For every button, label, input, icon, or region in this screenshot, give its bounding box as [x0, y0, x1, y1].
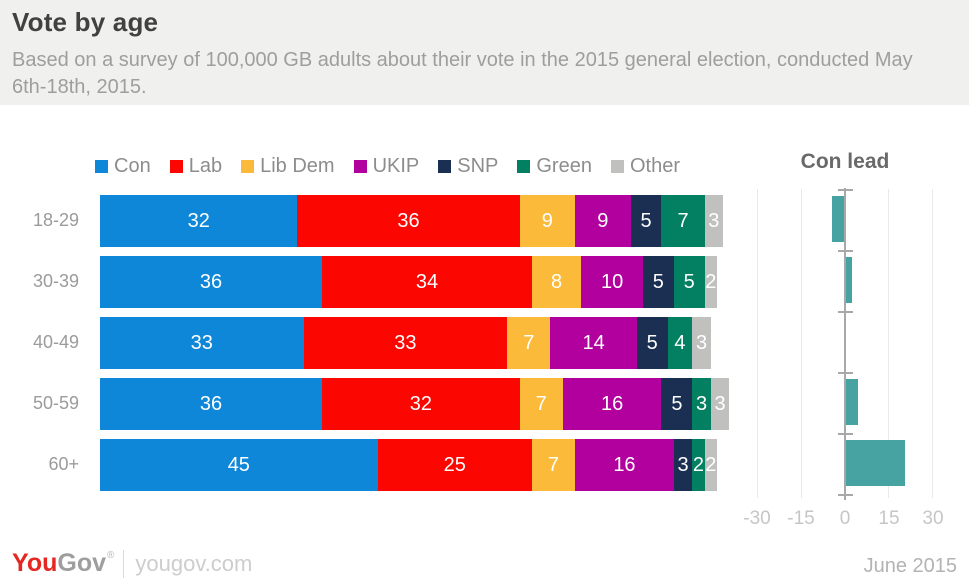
legend-label: Lib Dem	[260, 155, 335, 177]
stacked-bar-row: 36 34 8 10 5 5 2	[100, 256, 717, 308]
bar-segment-green: 4	[667, 317, 693, 369]
age-group-label: 30-39	[32, 271, 79, 291]
bar-segment-con: 32	[100, 195, 298, 247]
legend-swatch-icon	[517, 160, 531, 173]
bar-segment-other: 2	[704, 256, 717, 308]
axis-tick-label: 30	[922, 508, 944, 529]
bar-segment-lab: 25	[377, 439, 532, 491]
stacked-bar-row: 36 32 7 16 5 3 3	[100, 378, 730, 430]
legend-swatch-icon	[95, 160, 108, 173]
con-lead-bar	[846, 257, 852, 303]
legend: Con Lab Lib Dem UKIP SNP Green Other	[95, 155, 699, 178]
bar-segment-green: 2	[692, 439, 705, 491]
bar-segment-lab: 32	[322, 378, 520, 430]
axis-tick-label: 0	[839, 508, 851, 529]
axis-tick-mark	[838, 372, 853, 374]
bar-segment-ukip: 14	[550, 317, 637, 369]
bar-segment-green: 5	[673, 256, 705, 308]
bar-segment-snp: 5	[661, 378, 693, 430]
gridline	[756, 189, 758, 498]
legend-label: SNP	[457, 155, 499, 177]
legend-item-lib-dem: Lib Dem	[241, 155, 335, 178]
axis-tick-mark	[838, 433, 853, 435]
bar-segment-con: 33	[100, 317, 304, 369]
legend-item-green: Green	[517, 155, 592, 178]
legend-swatch-icon	[610, 160, 624, 173]
bar-segment-con: 45	[100, 439, 378, 491]
legend-item-other: Other	[610, 155, 680, 178]
axis-tick-label: -30	[743, 508, 771, 529]
axis-tick-mark	[838, 189, 853, 191]
legend-item-snp: SNP	[438, 155, 498, 178]
legend-swatch-icon	[353, 160, 367, 173]
bar-segment-ukip: 16	[575, 439, 674, 491]
legend-label: UKIP	[372, 155, 420, 177]
bar-segment-green: 3	[692, 378, 711, 430]
stacked-bar-row: 33 33 7 14 5 4 3	[100, 317, 711, 369]
header: Vote by age Based on a survey of 100,000…	[0, 0, 969, 105]
bar-segment-con: 36	[100, 378, 323, 430]
legend-label: Other	[629, 155, 680, 177]
bar-segment-snp: 5	[636, 317, 668, 369]
age-group-label: 60+	[48, 454, 79, 474]
bar-segment-other: 3	[710, 378, 730, 430]
stacked-bar-row: 32 36 9 9 5 7 3	[100, 195, 724, 247]
con-lead-bar	[846, 379, 858, 425]
logo-trademark: ®	[107, 550, 115, 561]
bar-segment-lib-dem: 9	[519, 195, 576, 247]
footer-url: yougov.com	[135, 550, 253, 576]
bar-segment-snp: 5	[642, 256, 674, 308]
stacked-bar-row: 45 25 7 16 3 2 2	[100, 439, 717, 491]
footer-date: June 2015	[863, 555, 957, 577]
bar-segment-con: 36	[100, 256, 323, 308]
bar-segment-lab: 34	[322, 256, 532, 308]
legend-item-lab: Lab	[169, 155, 223, 178]
bar-segment-ukip: 9	[575, 195, 631, 247]
bar-segment-lab: 36	[297, 195, 520, 247]
page-subtitle: Based on a survey of 100,000 GB adults a…	[12, 49, 913, 98]
page-title: Vote by age	[12, 7, 159, 37]
logo-gov: Gov	[57, 549, 106, 577]
bar-segment-lib-dem: 8	[531, 256, 582, 308]
axis-tick-mark	[838, 250, 853, 252]
con-lead-bar	[846, 440, 905, 486]
gridline	[888, 189, 890, 498]
bar-segment-other: 3	[692, 317, 711, 369]
footer-divider	[123, 549, 125, 578]
legend-label: Con	[114, 155, 151, 177]
bar-segment-snp: 5	[630, 195, 662, 247]
legend-label: Green	[536, 155, 592, 177]
legend-item-con: Con	[95, 155, 151, 178]
legend-item-ukip: UKIP	[353, 155, 420, 178]
bar-segment-ukip: 16	[562, 378, 662, 430]
axis-tick-label: 15	[878, 508, 900, 529]
legend-swatch-icon	[438, 160, 452, 173]
zero-axis-line	[844, 188, 846, 500]
bar-segment-lib-dem: 7	[507, 317, 551, 369]
gridline	[800, 189, 802, 498]
axis-tick-mark	[838, 311, 853, 313]
age-group-label: 40-49	[32, 332, 79, 352]
age-group-label: 50-59	[32, 393, 79, 413]
axis-tick-mark	[838, 494, 853, 496]
bar-segment-lab: 33	[303, 317, 508, 369]
bar-segment-lib-dem: 7	[519, 378, 563, 430]
age-group-label: 18-29	[32, 210, 79, 230]
legend-label: Lab	[188, 155, 223, 177]
con-lead-bar	[832, 196, 844, 242]
con-lead-title: Con lead	[800, 150, 890, 173]
yougov-logo: You Gov ® yougov.com	[12, 549, 252, 578]
bar-segment-snp: 3	[673, 439, 693, 491]
logo-you: You	[12, 549, 58, 577]
legend-swatch-icon	[169, 160, 183, 173]
bar-segment-other: 2	[704, 439, 717, 491]
bar-segment-green: 7	[661, 195, 705, 247]
legend-swatch-icon	[241, 160, 255, 173]
bar-segment-lib-dem: 7	[531, 439, 576, 491]
bar-segment-other: 3	[704, 195, 724, 247]
gridline	[932, 189, 934, 498]
bar-segment-ukip: 10	[581, 256, 643, 308]
axis-tick-label: -15	[787, 508, 815, 529]
